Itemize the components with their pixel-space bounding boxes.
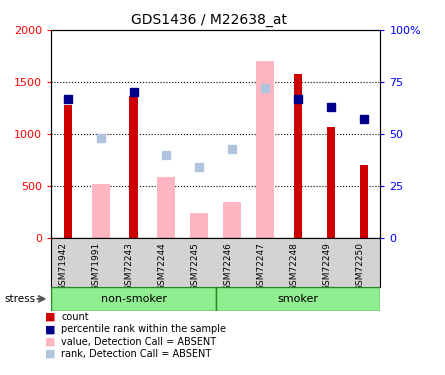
Text: GSM71991: GSM71991: [92, 242, 101, 291]
Text: value, Detection Call = ABSENT: value, Detection Call = ABSENT: [61, 337, 217, 346]
Text: GSM72244: GSM72244: [158, 242, 166, 291]
Bar: [327, 127, 335, 238]
Text: GSM71942: GSM71942: [59, 242, 68, 291]
Text: ■: ■: [44, 312, 55, 322]
Text: GSM72248: GSM72248: [289, 242, 298, 291]
Text: GSM72246: GSM72246: [223, 242, 232, 291]
Bar: [294, 74, 302, 238]
Text: rank, Detection Call = ABSENT: rank, Detection Call = ABSENT: [61, 349, 212, 359]
Text: ■: ■: [44, 349, 55, 359]
Text: GSM72247: GSM72247: [256, 242, 265, 291]
Text: GSM72245: GSM72245: [190, 242, 199, 291]
FancyBboxPatch shape: [216, 287, 380, 311]
Bar: [92, 184, 109, 238]
Text: GSM72249: GSM72249: [322, 242, 331, 291]
Text: count: count: [61, 312, 89, 322]
Text: GSM72243: GSM72243: [125, 242, 134, 291]
Text: ■: ■: [44, 337, 55, 346]
FancyBboxPatch shape: [51, 287, 216, 311]
Text: ■: ■: [44, 324, 55, 334]
Text: GSM72250: GSM72250: [355, 242, 364, 291]
Bar: [190, 213, 208, 238]
Bar: [64, 105, 72, 238]
Text: GDS1436 / M22638_at: GDS1436 / M22638_at: [131, 13, 287, 27]
Bar: [360, 165, 368, 238]
Text: stress: stress: [4, 294, 36, 304]
Text: non-smoker: non-smoker: [101, 294, 166, 304]
Bar: [158, 177, 175, 238]
Bar: [256, 61, 274, 238]
Bar: [129, 96, 138, 238]
Text: smoker: smoker: [278, 294, 319, 304]
Text: percentile rank within the sample: percentile rank within the sample: [61, 324, 227, 334]
Bar: [223, 202, 241, 238]
